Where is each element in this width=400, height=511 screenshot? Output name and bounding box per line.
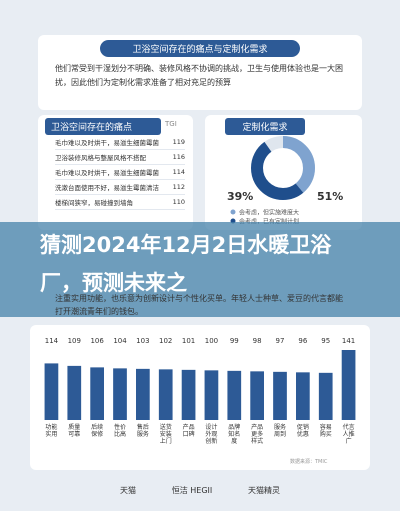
x-tick-label: 功能实用 bbox=[45, 423, 57, 438]
value-label: 100 bbox=[205, 337, 218, 345]
x-tick-label: 送货安装上门 bbox=[160, 423, 172, 445]
bar bbox=[227, 370, 242, 420]
donut-segment bbox=[251, 136, 315, 200]
pain-row: 卫浴装修风格与整屋风格不搭配 116 bbox=[55, 150, 185, 165]
x-tick-label: 服务周到 bbox=[274, 423, 286, 438]
intro-text: 注重实用功能，也乐意为创新设计与个性化买单。年轻人士种草、爱豆的代言都能打开潮流… bbox=[55, 294, 343, 316]
pain-tgi: 119 bbox=[172, 138, 185, 146]
pain-tgi: 114 bbox=[172, 168, 185, 176]
bar bbox=[158, 369, 173, 420]
bar-chart: 114 功能实用 109 质量可靠 106 后续保修 104 性价比高 103 售后服务 102 送货… bbox=[44, 337, 356, 445]
bar bbox=[44, 363, 59, 420]
bar bbox=[136, 368, 150, 420]
legend-text: 会考虑，已有定制计划 bbox=[239, 218, 299, 226]
bar bbox=[273, 371, 287, 420]
logo: 恒洁 HEGII bbox=[171, 486, 213, 495]
value-label: 104 bbox=[113, 337, 127, 345]
bar bbox=[90, 367, 104, 420]
bar bbox=[341, 350, 356, 420]
value-label: 141 bbox=[342, 337, 355, 345]
x-tick-label: 代言人推广 bbox=[343, 423, 355, 445]
value-label: 114 bbox=[45, 337, 59, 345]
banner bbox=[0, 222, 400, 317]
pain-row: 楼梯间狭窄，易碰撞到墙角 110 bbox=[55, 195, 185, 210]
x-tick-label: 品牌知名度 bbox=[228, 423, 240, 445]
pain-row: 毛巾难以及时烘干，易滋生细菌霉菌 114 bbox=[55, 165, 185, 180]
x-tick-label: 促销优惠 bbox=[297, 423, 309, 438]
x-tick-label: 产品口碑 bbox=[183, 423, 195, 438]
x-tick-label: 性价比高 bbox=[114, 423, 126, 438]
x-tick-label: 设计外观创新 bbox=[205, 423, 217, 445]
value-label: 109 bbox=[68, 337, 81, 345]
value-label: 99 bbox=[230, 337, 239, 345]
banner-title: 猜测2024年12月2日水暖卫浴厂，预测未来之 bbox=[40, 233, 332, 295]
pain-text: 毛巾难以及时烘干，易滋生细菌霉菌 bbox=[55, 139, 159, 147]
legend-swatch bbox=[230, 209, 236, 215]
value-label: 98 bbox=[253, 337, 262, 345]
header-text: 他们常受到干湿划分不明确、装修风格不协调的挑战，卫生与使用体验也是一大困扰，因此… bbox=[55, 64, 343, 87]
pain-tgi: 116 bbox=[172, 153, 185, 161]
bar bbox=[296, 372, 310, 420]
pain-text: 卫浴装修风格与整屋风格不搭配 bbox=[55, 154, 146, 162]
value-label: 106 bbox=[90, 337, 104, 345]
pain-row: 毛巾难以及时烘干，易滋生细菌霉菌 119 bbox=[55, 135, 185, 150]
value-label: 96 bbox=[298, 337, 307, 345]
pain-rows: 毛巾难以及时烘干，易滋生细菌霉菌 119 卫浴装修风格与整屋风格不搭配 116 毛巾难以… bbox=[55, 135, 185, 210]
bar bbox=[204, 370, 219, 420]
pain-column: TGI bbox=[165, 120, 177, 128]
value-label: 97 bbox=[276, 337, 285, 345]
pain-text: 洗漱台面使用不好，易滋生霉菌清洁 bbox=[55, 184, 159, 192]
value-label: 95 bbox=[321, 337, 330, 345]
x-tick-label: 后续保修 bbox=[91, 423, 103, 438]
logo: 天猫 bbox=[120, 486, 136, 495]
x-tick-label: 容易购买 bbox=[320, 423, 332, 438]
legend-text: 会考虑，但实施难度大 bbox=[239, 209, 299, 217]
bar-card bbox=[30, 325, 370, 470]
pain-tgi: 112 bbox=[172, 183, 185, 191]
bar bbox=[113, 368, 127, 420]
donut-segment bbox=[251, 136, 315, 200]
bar bbox=[181, 369, 196, 420]
bar bbox=[318, 372, 333, 420]
header-title: 卫浴空间存在的痛点与定制化需求 bbox=[100, 40, 300, 57]
pain-text: 毛巾难以及时烘干，易滋生细菌霉菌 bbox=[55, 169, 159, 177]
pain-text: 楼梯间狭窄，易碰撞到墙角 bbox=[55, 199, 133, 207]
x-tick-label: 产品更多样式 bbox=[251, 423, 263, 445]
demand-title: 定制化需求 bbox=[225, 118, 305, 135]
pain-title: 卫浴空间存在的痛点 bbox=[45, 118, 161, 135]
bar bbox=[67, 365, 82, 420]
logos: 天猫 恒洁 HEGII 天猫精灵 bbox=[120, 485, 280, 496]
pain-tgi: 110 bbox=[172, 198, 185, 206]
x-tick-label: 质量可靠 bbox=[68, 423, 80, 438]
pain-row: 洗漱台面使用不好，易滋生霉菌清洁 112 bbox=[55, 180, 185, 195]
value-label: 101 bbox=[182, 337, 195, 345]
donut-label: 51% bbox=[317, 190, 343, 203]
bar bbox=[250, 371, 264, 420]
value-label: 102 bbox=[159, 337, 172, 345]
donut-chart: 39% 51% 会考虑，但实施难度大会考虑，已有定制计划 bbox=[227, 136, 343, 226]
x-tick-label: 售后服务 bbox=[137, 423, 149, 438]
logo: 天猫精灵 bbox=[248, 486, 280, 495]
source: 数据来源：TMIC bbox=[290, 459, 328, 465]
value-label: 103 bbox=[136, 337, 149, 345]
donut-label: 39% bbox=[227, 190, 253, 203]
